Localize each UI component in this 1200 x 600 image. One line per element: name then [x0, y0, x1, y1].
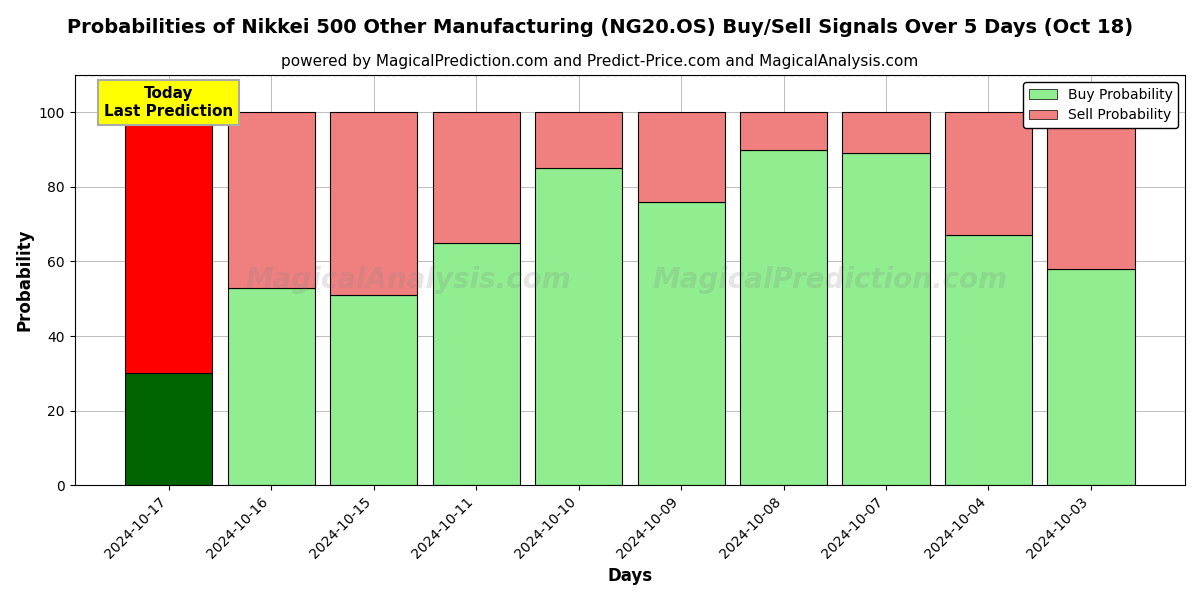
Bar — [740, 149, 827, 485]
Text: MagicalAnalysis.com: MagicalAnalysis.com — [245, 266, 570, 294]
Bar — [330, 112, 418, 295]
Bar — [330, 295, 418, 485]
X-axis label: Days: Days — [607, 567, 653, 585]
Bar — [125, 373, 212, 485]
Y-axis label: Probability: Probability — [16, 229, 34, 331]
Bar — [637, 202, 725, 485]
Text: powered by MagicalPrediction.com and Predict-Price.com and MagicalAnalysis.com: powered by MagicalPrediction.com and Pre… — [281, 54, 919, 69]
Bar — [944, 235, 1032, 485]
Bar — [228, 112, 314, 287]
Legend: Buy Probability, Sell Probability: Buy Probability, Sell Probability — [1024, 82, 1178, 128]
Bar — [228, 287, 314, 485]
Bar — [535, 168, 622, 485]
Bar — [740, 112, 827, 149]
Bar — [432, 243, 520, 485]
Bar — [842, 154, 930, 485]
Text: MagicalPrediction.com: MagicalPrediction.com — [652, 266, 1007, 294]
Text: Probabilities of Nikkei 500 Other Manufacturing (NG20.OS) Buy/Sell Signals Over : Probabilities of Nikkei 500 Other Manufa… — [67, 18, 1133, 37]
Bar — [944, 112, 1032, 235]
Bar — [535, 112, 622, 168]
Bar — [1048, 112, 1134, 269]
Bar — [1048, 269, 1134, 485]
Bar — [842, 112, 930, 154]
Text: Today
Last Prediction: Today Last Prediction — [104, 86, 233, 119]
Bar — [637, 112, 725, 202]
Bar — [125, 112, 212, 373]
Bar — [432, 112, 520, 243]
